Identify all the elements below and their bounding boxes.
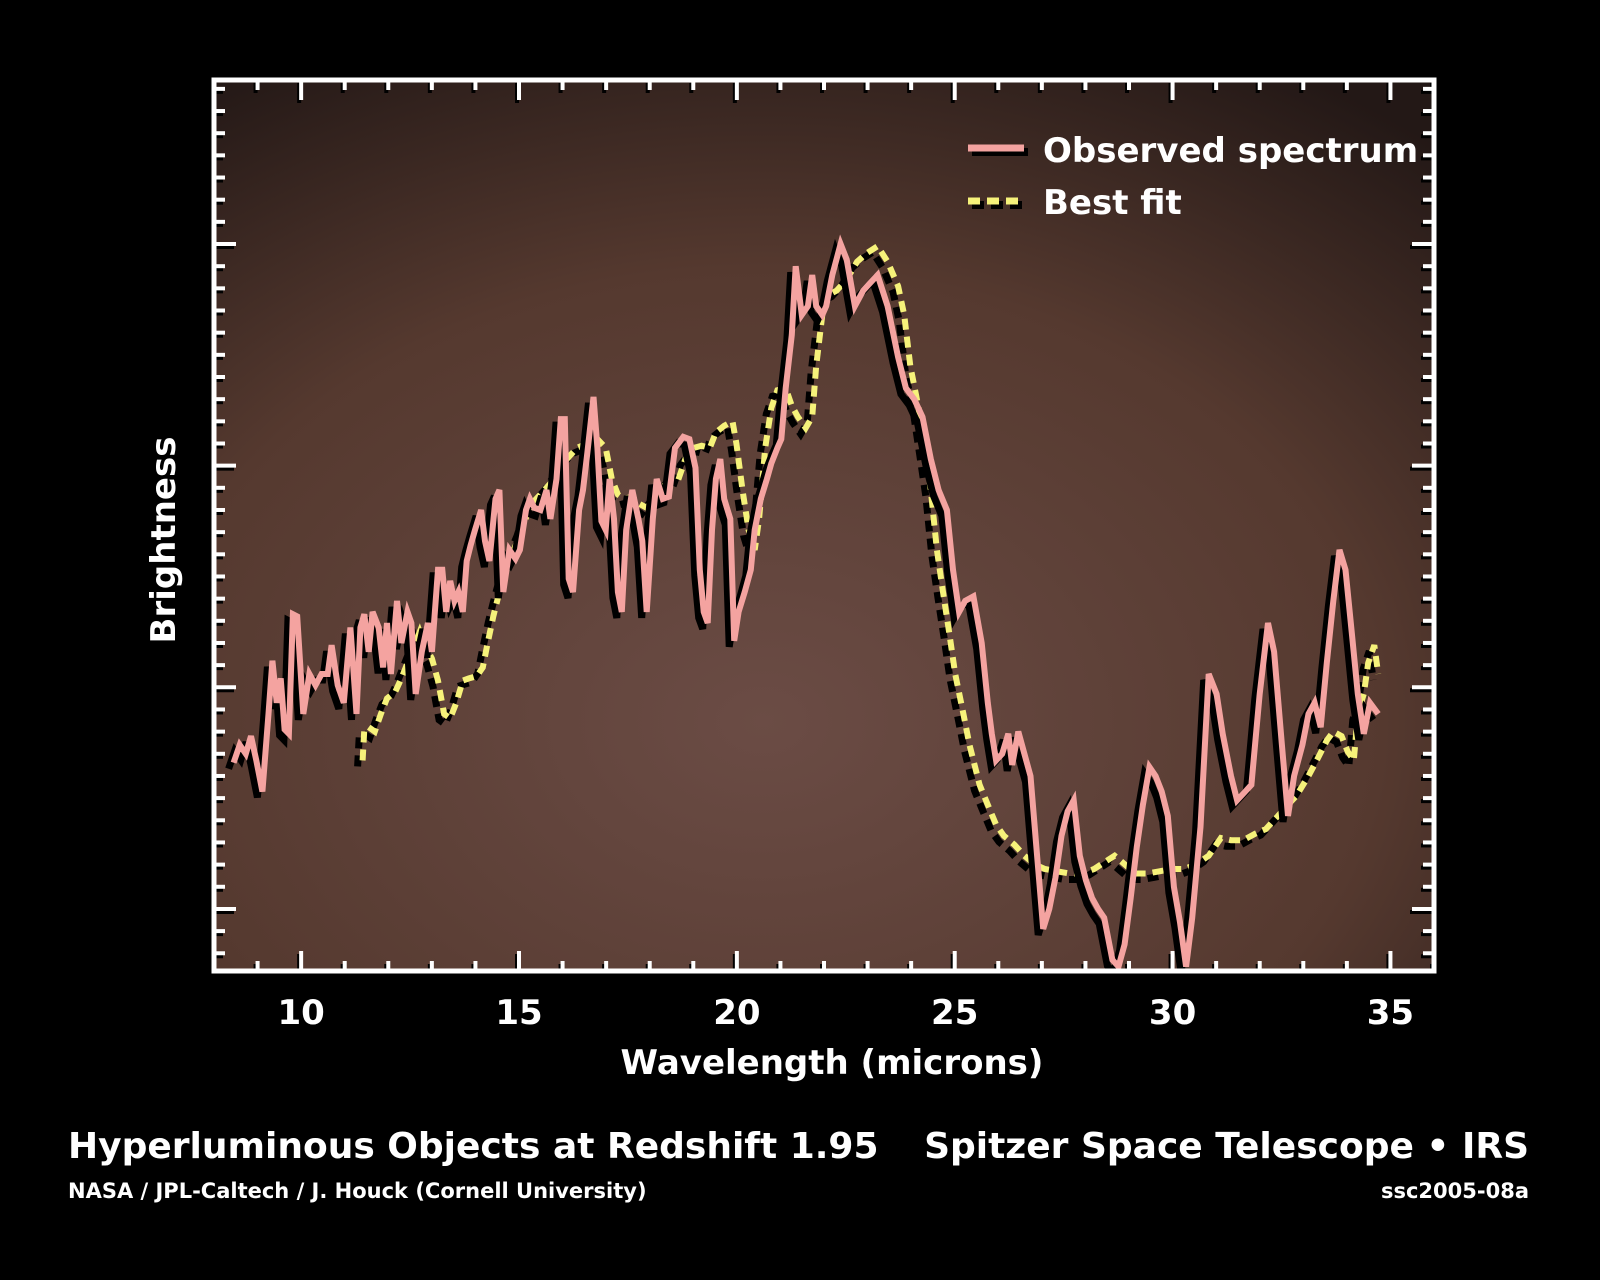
caption-credit: NASA / JPL-Caltech / J. Houck (Cornell U… — [68, 1179, 647, 1203]
x-tick-label: 10 — [277, 993, 324, 1033]
observed-spectrum-line — [230, 234, 1381, 971]
x-tick-label: 25 — [931, 993, 978, 1033]
plot-frame — [211, 77, 1437, 974]
x-tick-label: 15 — [495, 993, 542, 1033]
x-axis-label: Wavelength (microns) — [621, 1043, 1044, 1083]
y-axis-label: Brightness — [144, 437, 184, 644]
x-tick-labels: 10 15 20 25 30 35 — [277, 993, 1414, 1033]
caption-mission: Spitzer Space Telescope • IRS — [924, 1126, 1529, 1167]
x-tick-label: 35 — [1367, 993, 1414, 1033]
legend-bestfit-label: Best fit — [1043, 183, 1182, 223]
legend: Observed spectrum Best fit — [968, 131, 1418, 223]
series-lines — [225, 234, 1382, 971]
best-fit-shadow — [354, 247, 1377, 883]
plot-area — [214, 80, 1434, 971]
caption-image-id: ssc2005-08a — [1381, 1179, 1529, 1203]
x-tick-label: 30 — [1149, 993, 1196, 1033]
legend-observed-label: Observed spectrum — [1043, 131, 1418, 171]
caption-title: Hyperluminous Objects at Redshift 1.95 — [68, 1126, 879, 1167]
x-tick-label: 20 — [713, 993, 760, 1033]
